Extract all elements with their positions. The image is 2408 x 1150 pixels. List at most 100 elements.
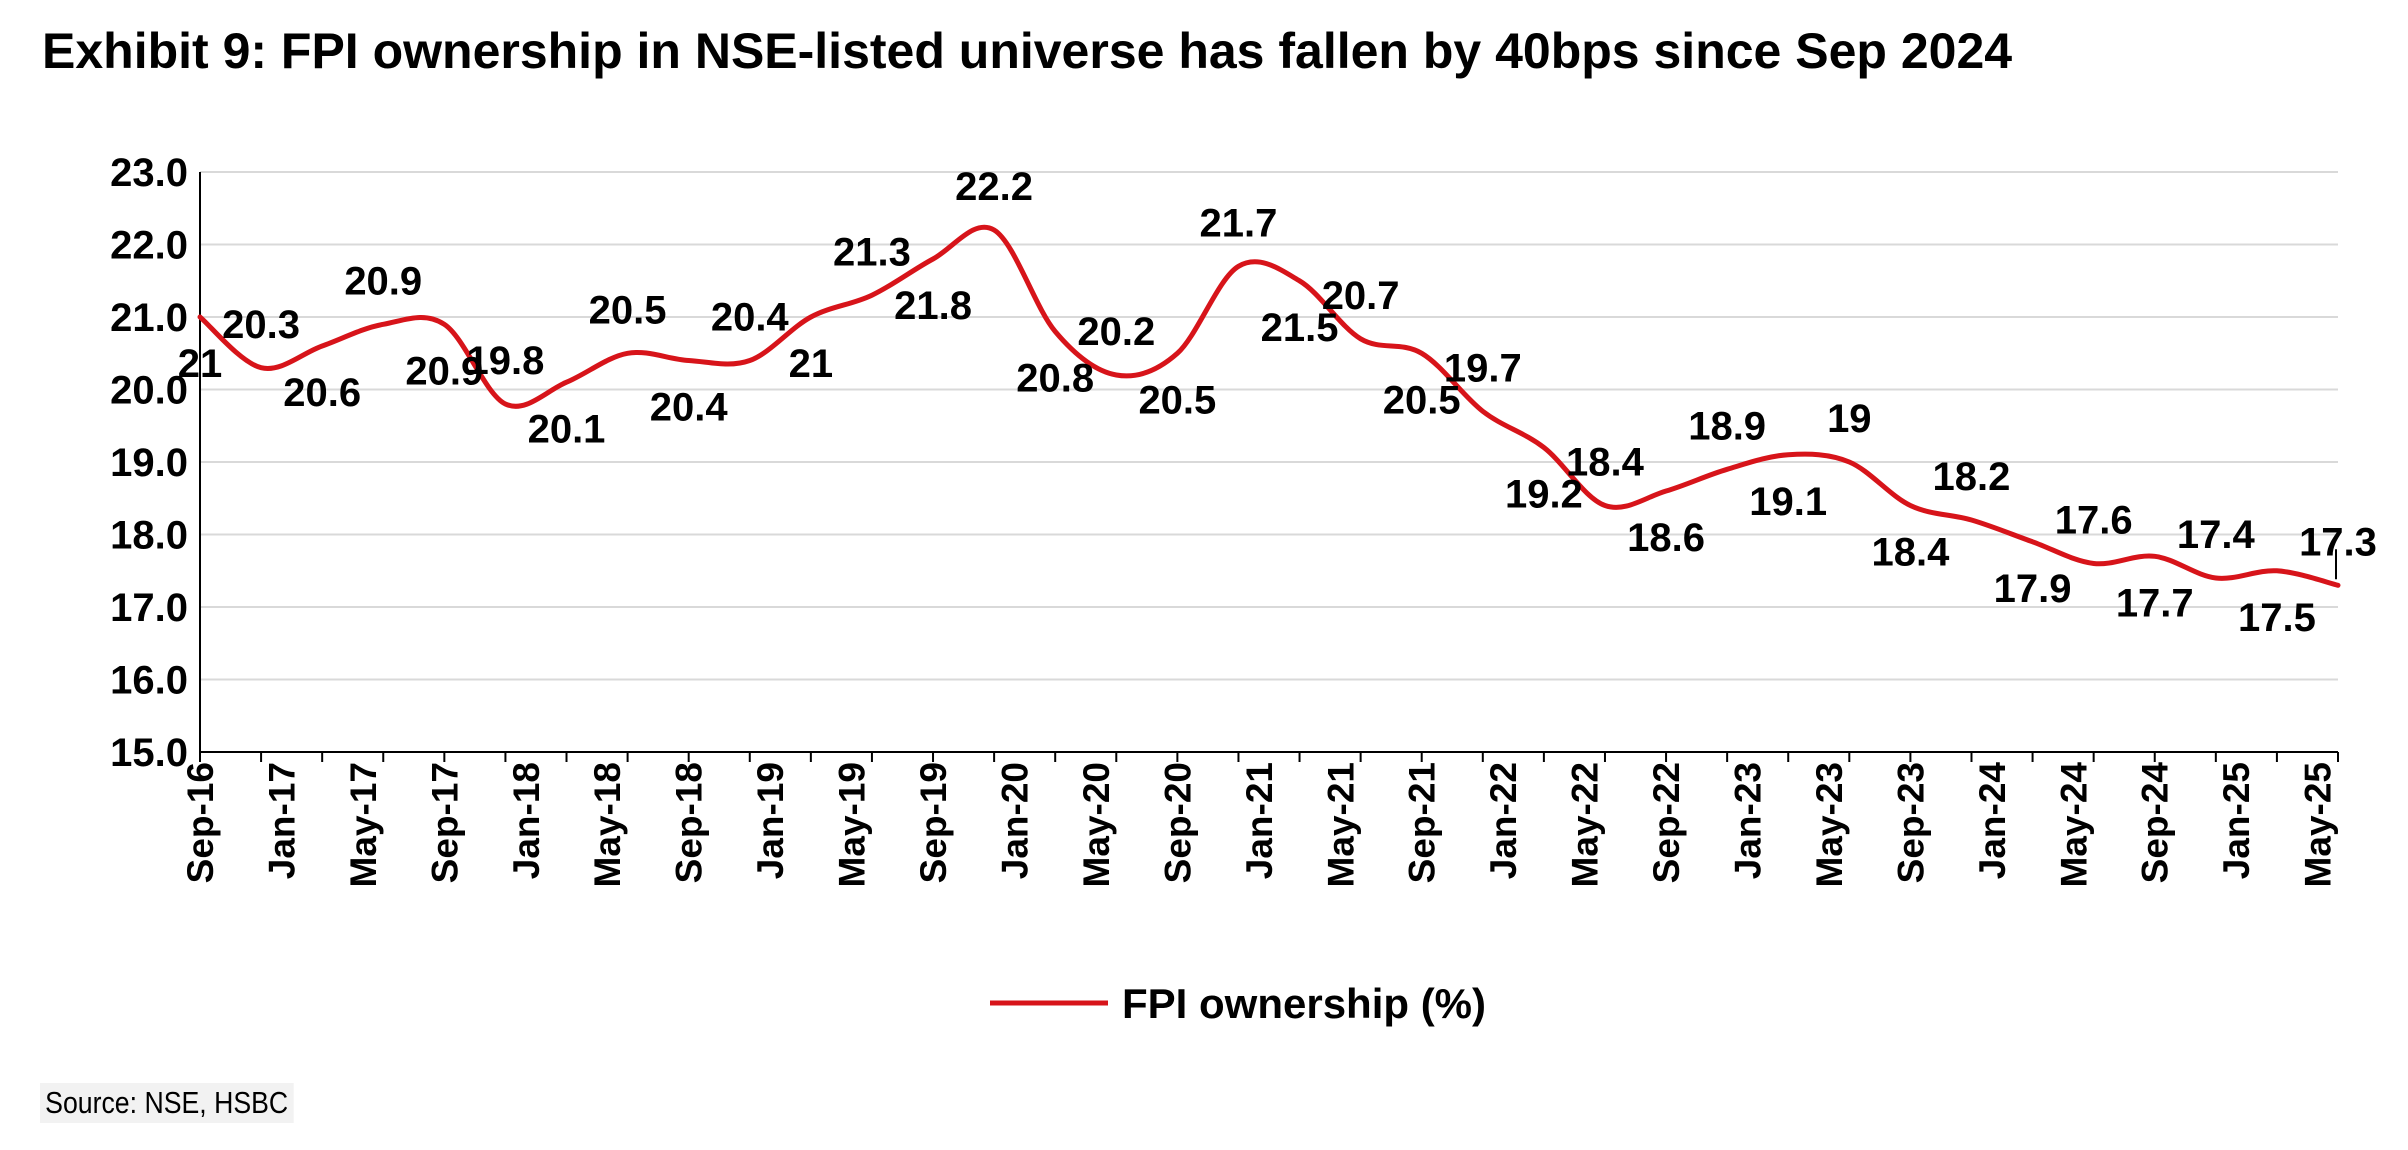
- data-label: 20.4: [650, 386, 729, 430]
- data-label: 20.2: [1077, 310, 1155, 354]
- x-tick-label: Sep-19: [913, 762, 954, 883]
- y-tick-label: 20.0: [110, 369, 188, 413]
- data-point: [564, 379, 570, 385]
- data-point: [2091, 561, 2097, 567]
- y-tick-label: 15.0: [110, 731, 188, 775]
- x-tick-label: May-18: [587, 762, 628, 887]
- data-label: 18.9: [1688, 404, 1766, 448]
- data-point: [1785, 452, 1791, 458]
- data-point: [441, 321, 447, 327]
- data-label: 18.4: [1566, 441, 1645, 485]
- data-label: 17.4: [2177, 513, 2256, 557]
- data-point: [197, 314, 203, 320]
- data-point: [1663, 488, 1669, 494]
- y-tick-label: 23.0: [110, 151, 188, 195]
- data-point: [2274, 568, 2280, 574]
- data-label: 18.4: [1871, 531, 1950, 575]
- x-tick-label: Jan-24: [1972, 762, 2013, 880]
- x-tick-label: May-25: [2298, 762, 2339, 887]
- data-point: [1358, 336, 1364, 342]
- x-tick-label: May-23: [1809, 762, 1850, 887]
- gridlines: [200, 171, 2338, 681]
- data-point: [686, 358, 692, 364]
- x-tick-label: Jan-17: [261, 762, 302, 879]
- data-label: 19.7: [1444, 346, 1522, 390]
- x-tick-label: May-17: [343, 762, 384, 887]
- x-tick-label: Jan-21: [1239, 762, 1280, 879]
- data-label: 20.8: [1016, 357, 1094, 401]
- y-tick-label: 22.0: [110, 224, 188, 268]
- x-tick-label: Sep-17: [424, 762, 465, 883]
- data-point: [2335, 582, 2341, 588]
- data-point: [2213, 575, 2219, 581]
- x-tick-label: Sep-16: [180, 762, 221, 883]
- data-label: 17.3: [2299, 520, 2377, 564]
- x-tick-label: Sep-24: [2135, 762, 2176, 884]
- data-label: 20.9: [405, 349, 483, 393]
- y-tick-label: 16.0: [110, 659, 188, 703]
- data-labels: 2120.320.620.920.919.820.120.520.420.421…: [178, 165, 2377, 640]
- data-label: 19.8: [466, 339, 544, 383]
- data-point: [625, 350, 631, 356]
- y-axis: 15.0 16.0 17.0 18.0 19.0 20.0 21.0 22.0 23.0: [110, 151, 201, 775]
- source-note: Source: NSE, HSBC: [40, 1083, 294, 1123]
- x-tick-label: Jan-18: [506, 762, 547, 879]
- series-group: [197, 224, 2341, 588]
- data-point: [991, 227, 997, 233]
- data-point: [1113, 372, 1119, 378]
- x-tick-label: Sep-23: [1890, 762, 1931, 883]
- data-point: [1174, 350, 1180, 356]
- series-line-fpi-ownership: [197, 224, 2341, 588]
- x-tick-label: Jan-23: [1728, 762, 1769, 879]
- data-label: 20.7: [1322, 274, 1400, 318]
- data-label: 22.2: [955, 165, 1033, 209]
- data-label: 20.3: [222, 303, 300, 347]
- x-tick-label: May-21: [1320, 762, 1361, 887]
- data-label: 18.2: [1933, 455, 2011, 499]
- data-point: [1724, 466, 1730, 472]
- data-label: 21.7: [1200, 201, 1278, 245]
- data-label: 21.5: [1261, 306, 1339, 350]
- data-point: [1907, 503, 1913, 509]
- data-label: 20.1: [528, 407, 606, 451]
- data-point: [1846, 459, 1852, 465]
- data-label: 20.4: [711, 296, 790, 340]
- y-tick-label: 17.0: [110, 586, 188, 630]
- data-label: 17.5: [2238, 596, 2316, 640]
- data-label: 20.5: [1383, 378, 1461, 422]
- y-tick-label: 21.0: [110, 296, 188, 340]
- data-label: 21: [789, 342, 834, 386]
- x-tick-label: Jan-19: [750, 762, 791, 879]
- data-point: [2030, 539, 2036, 545]
- data-label: 21.8: [894, 284, 972, 328]
- x-tick-label: May-20: [1076, 762, 1117, 887]
- data-label: 21: [178, 342, 223, 386]
- data-point: [2152, 553, 2158, 559]
- data-point: [808, 314, 814, 320]
- data-point: [869, 292, 875, 298]
- x-tick-label: May-19: [832, 762, 873, 887]
- data-point: [319, 343, 325, 349]
- data-label: 20.5: [1138, 378, 1216, 422]
- x-tick-label: Sep-20: [1157, 762, 1198, 883]
- data-point: [1235, 263, 1241, 269]
- legend-label: FPI ownership (%): [1122, 980, 1486, 1027]
- data-point: [930, 256, 936, 262]
- x-tick-label: Jan-20: [994, 762, 1035, 879]
- x-tick-label: Sep-18: [669, 762, 710, 883]
- x-tick-label: Sep-21: [1402, 762, 1443, 883]
- x-tick-label: Jan-22: [1483, 762, 1524, 879]
- data-point: [1602, 503, 1608, 509]
- data-label: 21.3: [833, 230, 911, 274]
- data-point: [380, 321, 386, 327]
- data-label: 17.7: [2116, 581, 2194, 625]
- data-label: 17.6: [2055, 499, 2133, 543]
- data-point: [258, 365, 264, 371]
- data-point: [1052, 329, 1058, 335]
- x-tick-label: May-24: [2053, 762, 2094, 888]
- chart-title: Exhibit 9: FPI ownership in NSE-listed u…: [42, 23, 2013, 79]
- x-tick-label: Jan-25: [2216, 762, 2257, 879]
- data-label: 20.6: [283, 371, 361, 415]
- data-label: 20.9: [344, 259, 422, 303]
